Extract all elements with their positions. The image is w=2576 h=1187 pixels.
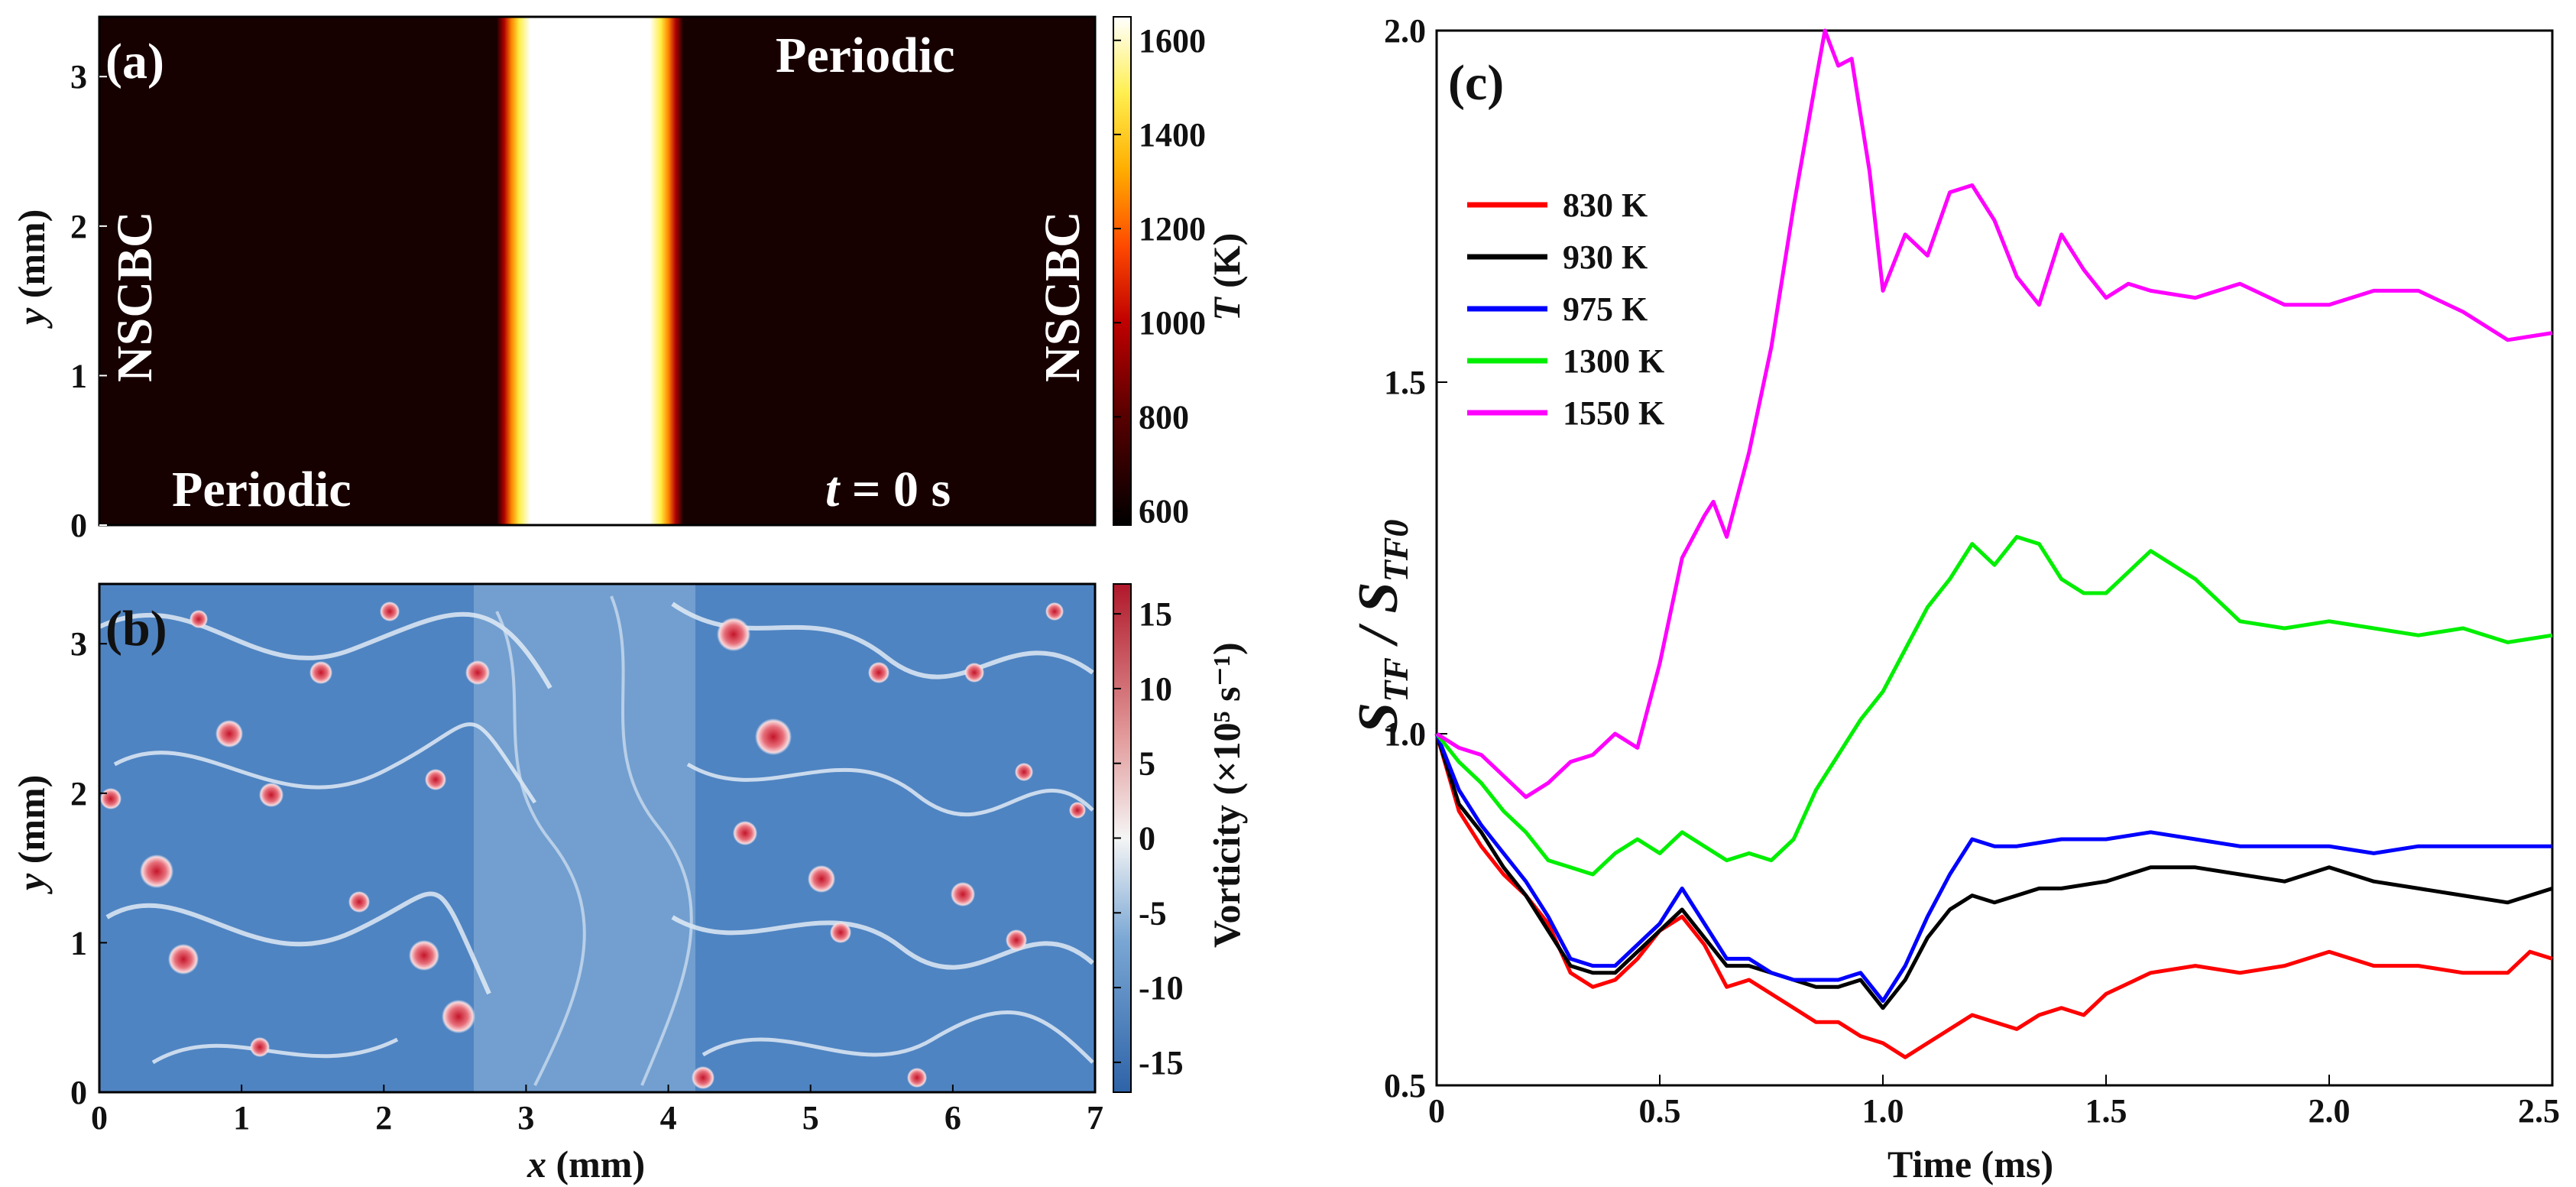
periodic-top-label: Periodic [776, 28, 955, 83]
y-tick-label: 0 [70, 1074, 87, 1111]
y-tick-label: 2 [70, 208, 87, 245]
x-tick-label: 2.0 [2309, 1092, 2351, 1130]
x-tick-label: 1 [233, 1099, 250, 1137]
panel-c-y-label: STF / STF0 [1347, 520, 1415, 734]
panel-b: (b) 0 1 2 3 0 1 2 3 4 5 6 7 x (mm) y (mm) 15 10 5 0 -5… [10, 582, 1248, 1185]
x-tick-label: 1.5 [2085, 1092, 2127, 1130]
x-tick-label: 3 [517, 1099, 534, 1137]
colorbar-tick-label: 1200 [1139, 210, 1206, 248]
colorbar-tick-label: 1400 [1139, 116, 1206, 154]
legend-label: 830 K [1563, 186, 1648, 224]
legend-label: 975 K [1563, 290, 1648, 328]
legend-label: 930 K [1563, 238, 1648, 276]
colorbar-tick-label: 1000 [1139, 304, 1206, 342]
x-tick-label: 7 [1087, 1099, 1103, 1137]
colorbar-tick-label: -10 [1139, 969, 1184, 1007]
panel-b-x-ticks: 0 1 2 3 4 5 6 7 [91, 1085, 1103, 1137]
panel-b-y-label: y (mm) [10, 775, 53, 894]
y-tick-label: 2.0 [1384, 12, 1426, 50]
x-tick-label: 1.0 [1862, 1092, 1904, 1130]
x-tick-label: 6 [945, 1099, 961, 1137]
y-tick-label: 1 [70, 924, 87, 962]
y-tick-label: 3 [70, 625, 87, 663]
y-tick-label: 0 [70, 507, 87, 544]
series-line-975-k [1434, 733, 2552, 1004]
colorbar-tick-label: -5 [1139, 894, 1167, 932]
vorticity-colorbar-label: Vorticity (×10⁵ s⁻¹) [1205, 642, 1248, 948]
vorticity-colorbar-ticks: 15 10 5 0 -5 -10 -15 [1113, 595, 1184, 1082]
series-line-830-k [1434, 733, 2553, 1059]
panel-b-y-ticks: 0 1 2 3 [70, 625, 107, 1111]
temperature-colorbar [1113, 16, 1132, 526]
panel-c-y-ticks: 0.5 1.0 1.5 2.0 [1384, 12, 1447, 1104]
colorbar-tick-label: 800 [1139, 398, 1189, 436]
temperature-colorbar-label: T (K) [1205, 233, 1248, 321]
panel-b-label: (b) [105, 601, 167, 657]
series-line-930-k [1434, 733, 2553, 1010]
vorticity-structures [99, 584, 1094, 1092]
panel-c-x-ticks: 0 0.5 1.0 1.5 2.0 2.5 [1428, 1075, 2560, 1130]
panel-c-x-label: Time (ms) [1887, 1143, 2053, 1185]
legend: 830 K 930 K 975 K 1300 K 1550 K [1467, 186, 1664, 432]
x-tick-label: 0 [1428, 1092, 1445, 1130]
panel-a-y-ticks: 0 1 2 3 [70, 58, 107, 544]
panel-a: (a) Periodic Periodic NSCBC NSCBC t = 0 … [10, 15, 1248, 544]
hot-region [497, 17, 683, 525]
panel-a-label: (a) [105, 34, 164, 89]
x-tick-label: 2.5 [2518, 1092, 2560, 1130]
x-tick-label: 0.5 [1639, 1092, 1681, 1130]
panel-b-frame [98, 582, 1097, 1094]
y-tick-label: 0.5 [1384, 1067, 1426, 1104]
x-tick-label: 5 [802, 1099, 819, 1137]
x-tick-label: 4 [660, 1099, 677, 1137]
y-tick-label: 1 [70, 357, 87, 394]
nscbc-left-label: NSCBC [107, 211, 163, 382]
colorbar-tick-label: 0 [1139, 820, 1155, 858]
nscbc-right-label: NSCBC [1035, 211, 1090, 382]
colorbar-tick-label: 5 [1139, 745, 1155, 783]
panel-b-x-label: x (mm) [527, 1143, 645, 1185]
panel-c-series [1434, 28, 2553, 1059]
panel-c-frame [1435, 29, 2554, 1087]
panel-a-y-label: y (mm) [10, 209, 53, 329]
colorbar-tick-label: 10 [1139, 670, 1172, 708]
panel-c-label: (c) [1448, 55, 1504, 111]
colorbar-tick-label: 15 [1139, 595, 1172, 633]
panel-c: 0.51.01.52.0 0 0.5 1.0 1.5 2.0 2.5 (c) 830 K9… [1347, 12, 2560, 1185]
time-label: t = 0 s [825, 462, 951, 517]
legend-label: 1550 K [1563, 394, 1664, 432]
y-tick-label: 2 [70, 775, 87, 812]
y-tick-label: 3 [70, 58, 87, 96]
panel-a-frame [98, 15, 1097, 527]
x-tick-label: 2 [375, 1099, 392, 1137]
legend-label: 1300 K [1563, 342, 1664, 380]
periodic-bottom-label: Periodic [172, 462, 352, 517]
colorbar-tick-label: 1600 [1139, 22, 1206, 60]
x-tick-label: 0 [91, 1099, 108, 1137]
series-line-1300-k [1435, 534, 2553, 877]
colorbar-tick-label: 600 [1139, 493, 1189, 530]
y-tick-label: 1.5 [1384, 364, 1426, 401]
series-line-1550-k [1435, 28, 2553, 799]
temperature-colorbar-ticks: 1600 1400 1200 1000 800 600 [1113, 22, 1206, 530]
colorbar-tick-label: -15 [1139, 1044, 1184, 1082]
y-tick-label: 1.0 [1384, 715, 1426, 753]
